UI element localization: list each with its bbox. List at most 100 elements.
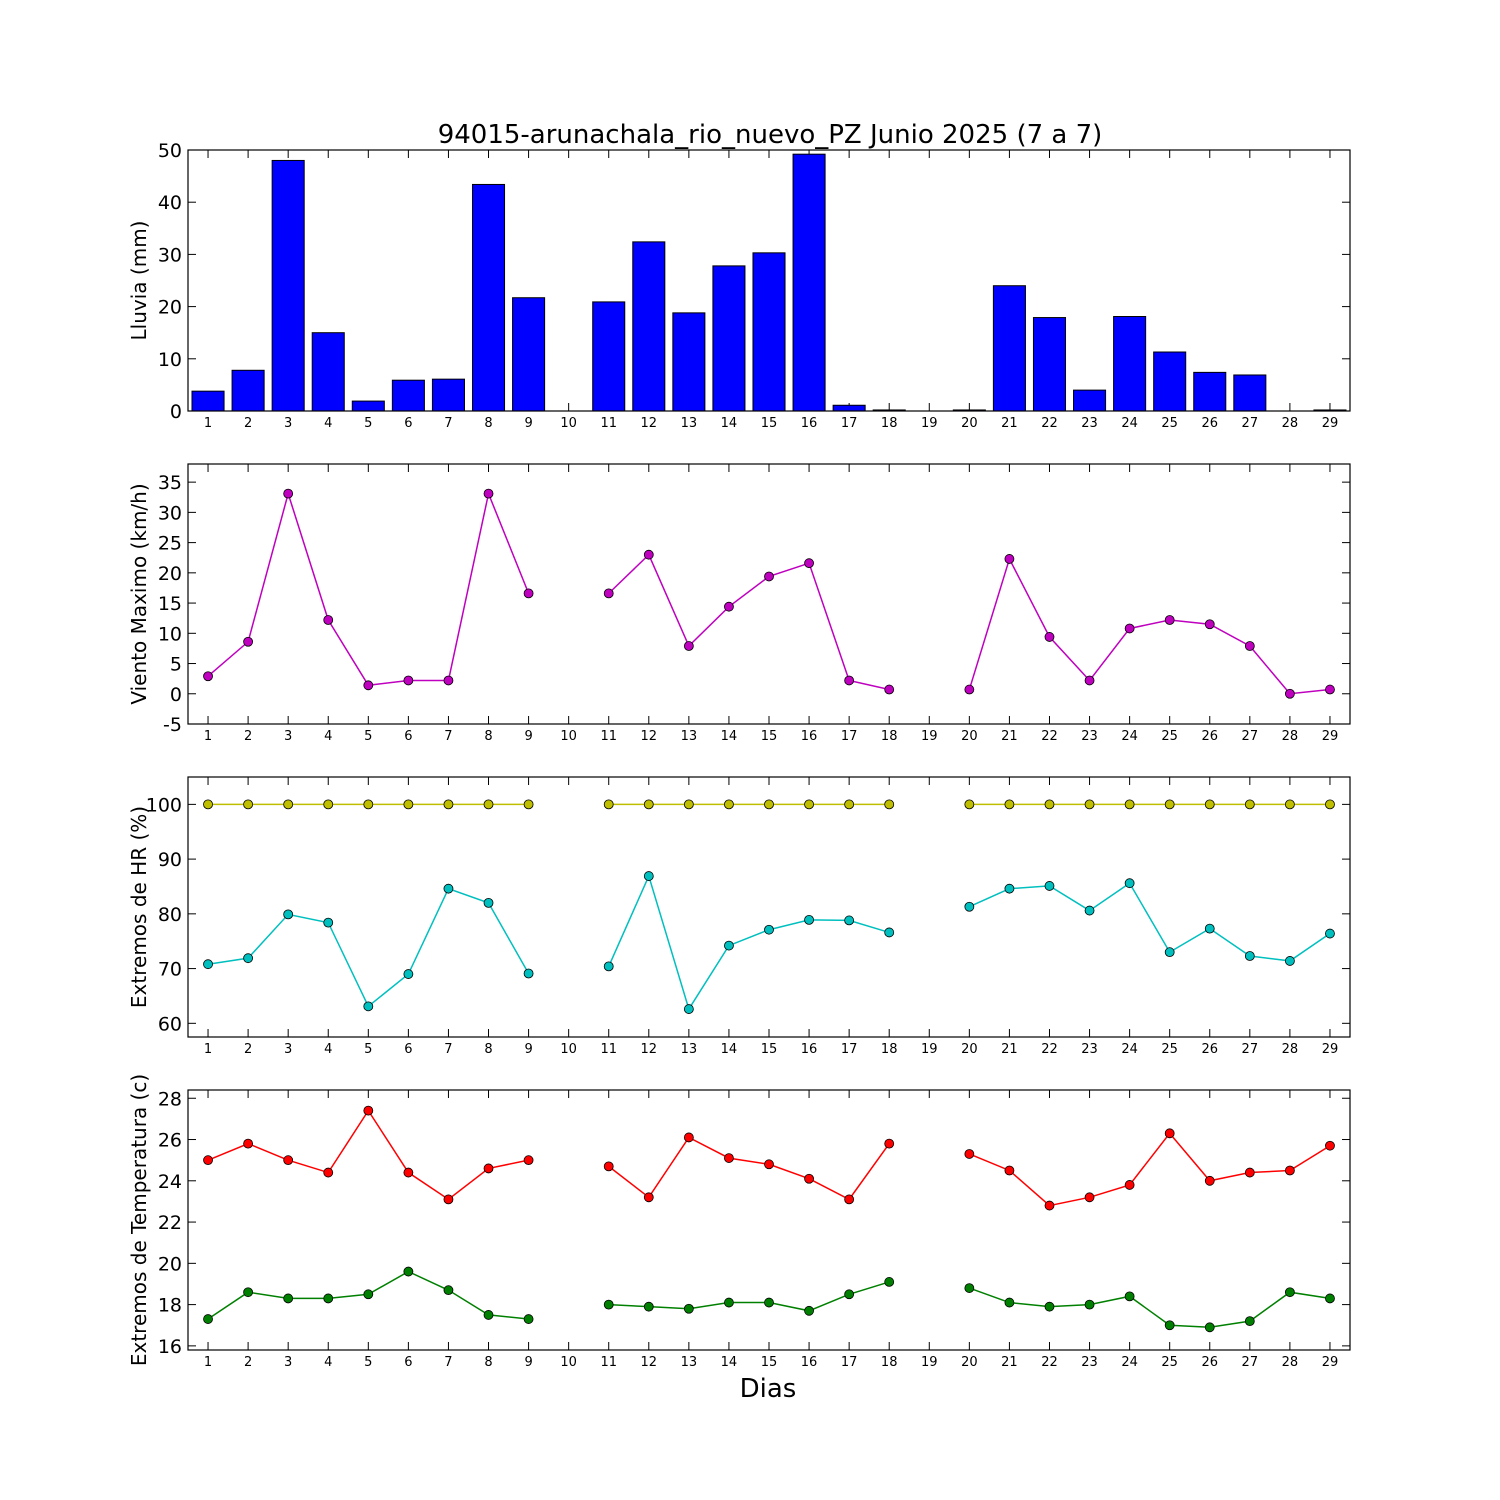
temperature-series-1-point [884, 1277, 895, 1287]
x-tick-label: 15 [761, 1355, 778, 1370]
wind-series-0-point [1204, 619, 1215, 630]
temperature-series-1-point [804, 1305, 814, 1316]
x-tick-label: 24 [1121, 1042, 1138, 1057]
temperature-series-1-point [1044, 1301, 1055, 1312]
x-tick-label: 16 [801, 1042, 818, 1057]
rain-bar [431, 378, 465, 412]
rain-bar [512, 297, 546, 412]
wind-series-0-point [603, 588, 614, 599]
temperature-series-0-point [483, 1163, 494, 1174]
x-tick-label: 6 [404, 1042, 412, 1057]
y-tick-label: 16 [158, 1336, 182, 1358]
humidity-series-0-point [363, 799, 374, 810]
x-tick-label: 29 [1322, 1355, 1339, 1370]
x-tick-label: 13 [681, 729, 698, 744]
humidity-series-1-point [1164, 947, 1175, 958]
x-tick-label: 7 [444, 1355, 452, 1370]
wind-series-0-point [1044, 632, 1055, 642]
y-tick-label: 0 [170, 684, 182, 706]
y-axis-label-humidity: Extremos de HR (%) [127, 806, 151, 1008]
wind-series-0-point [643, 549, 654, 560]
y-tick-label: 0 [170, 401, 182, 423]
x-tick-label: 6 [404, 1355, 412, 1370]
humidity-series-1-point [1204, 923, 1215, 934]
humidity-series-1-point [1284, 956, 1295, 966]
humidity-series-0-point [1325, 799, 1335, 810]
wind-series-0-point [483, 488, 494, 499]
rain-bar [191, 390, 225, 412]
x-tick-label: 7 [444, 729, 452, 744]
temperature-series-0-point [1084, 1192, 1095, 1203]
wind-series-0-point [683, 641, 694, 651]
x-tick-label: 18 [881, 1042, 898, 1057]
x-tick-label: 1 [204, 1042, 212, 1057]
temperature-series-1-point [363, 1289, 374, 1300]
temperature-series-1-line [969, 1287, 1331, 1329]
wind-series-0-point [1084, 675, 1095, 686]
x-tick-label: 9 [524, 1355, 532, 1370]
x-tick-label: 4 [324, 729, 332, 744]
temperature-series-1-point [523, 1314, 534, 1324]
temperature-series-1-point [724, 1297, 734, 1308]
y-axis-label-rain: Lluvia (mm) [127, 221, 151, 341]
y-tick-label: 30 [158, 502, 182, 524]
temperature-series-0-point [523, 1155, 534, 1166]
humidity-series-0-point [1004, 799, 1015, 810]
humidity-series-1-point [443, 883, 454, 894]
wind-series-0-point [1164, 615, 1175, 625]
humidity-series-1-point [323, 917, 334, 928]
wind-series-0-point [443, 675, 454, 686]
humidity-series-0-point [323, 799, 334, 810]
y-tick-label: 5 [170, 654, 182, 676]
x-tick-label: 20 [961, 1042, 978, 1057]
temperature-series-0-point [724, 1153, 734, 1163]
x-tick-label: 23 [1081, 416, 1098, 431]
humidity-series-1-point [1325, 928, 1335, 939]
temperature-series-1-point [1004, 1297, 1015, 1308]
humidity-series-0-point [1124, 799, 1135, 810]
humidity-series-0-point [1084, 799, 1095, 810]
x-tick-label: 8 [484, 416, 492, 431]
humidity-series-1-point [1004, 883, 1015, 894]
humidity-series-1-point [884, 927, 895, 938]
x-tick-label: 5 [364, 729, 372, 744]
axes-frame-humidity [187, 776, 1351, 1038]
temperature-series-1-point [643, 1301, 654, 1312]
wind-series-0-point [964, 684, 975, 695]
humidity-series-0-point [603, 799, 614, 810]
rain-bar [592, 301, 626, 412]
x-tick-label: 11 [600, 1355, 617, 1370]
temperature-series-1-point [683, 1303, 694, 1314]
x-tick-label: 1 [204, 729, 212, 744]
x-tick-label: 14 [721, 729, 738, 744]
humidity-series-0-point [884, 799, 895, 810]
temperature-series-0-point [764, 1159, 774, 1170]
y-tick-label: 25 [158, 533, 182, 555]
humidity-series-1-point [1244, 951, 1255, 961]
chart-title: 94015-arunachala_rio_nuevo_PZ Junio 2025… [438, 120, 1103, 150]
humidity-series-1-point [283, 909, 294, 920]
x-tick-label: 19 [921, 1042, 938, 1057]
wind-series-0-point [1325, 684, 1335, 695]
x-tick-label: 26 [1201, 1042, 1218, 1057]
wind-series-0-point [1124, 623, 1135, 634]
x-tick-label: 15 [761, 416, 778, 431]
x-tick-label: 24 [1121, 729, 1138, 744]
temperature-series-0-point [283, 1155, 294, 1166]
temperature-series-0-point [1325, 1140, 1335, 1151]
humidity-series-0-point [804, 799, 814, 810]
x-tick-label: 12 [641, 416, 658, 431]
x-tick-label: 28 [1282, 416, 1299, 431]
temperature-series-1-point [1244, 1316, 1255, 1327]
x-tick-label: 4 [324, 1042, 332, 1057]
humidity-series-1-point [964, 901, 975, 912]
x-tick-label: 29 [1322, 1042, 1339, 1057]
rain-bar [1032, 317, 1067, 412]
x-tick-label: 23 [1081, 1355, 1098, 1370]
x-tick-label: 23 [1081, 729, 1098, 744]
x-tick-label: 6 [404, 416, 412, 431]
x-tick-label: 29 [1322, 729, 1339, 744]
temperature-series-0-point [323, 1167, 334, 1178]
rain-bar [1233, 374, 1267, 412]
